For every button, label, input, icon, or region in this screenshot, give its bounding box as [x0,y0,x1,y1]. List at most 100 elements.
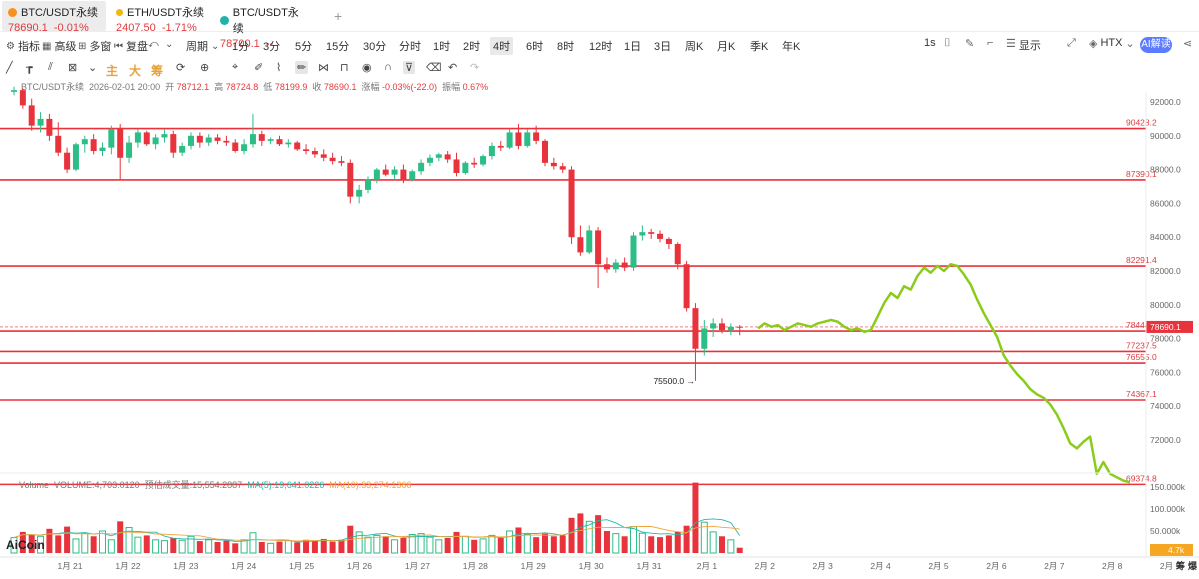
period-5m[interactable]: 5分 [295,41,313,53]
magnet-icon[interactable]: ∩ [384,61,392,73]
replay-button[interactable]: ⏮ 复盘 [114,38,148,54]
line-tool-icon[interactable]: ╱ [6,62,13,74]
volume-bar [373,534,381,554]
lock-icon[interactable]: ⊓ [340,62,349,74]
low-label: 低 [263,82,273,92]
pen-icon[interactable]: ✐ [254,62,264,74]
chevron-down-icon[interactable]: ⌄ [88,62,98,74]
x-axis-label: 2月 8 [1102,561,1123,571]
period-selector[interactable]: 周期 ⌄ [186,38,219,54]
undo-icon[interactable]: ↶ [448,62,458,74]
fullscreen-icon[interactable]: ⤢ [1067,37,1076,49]
volume-bar [453,531,460,553]
pattern-icon[interactable]: ⋈ [318,62,329,74]
period-6h[interactable]: 6时 [526,41,544,53]
sync-icon[interactable]: ⟳ [176,62,186,74]
period-3d[interactable]: 3日 [654,41,672,53]
volume-bar [37,535,45,554]
info-datetime: 2026-02-01 20:00 [89,82,161,92]
redo-icon[interactable]: ↷ [470,62,480,74]
volume-bar [709,531,717,554]
volume-bar [692,482,699,553]
volume-bar [506,530,514,554]
period-4h[interactable]: 4时 [490,37,514,55]
candle-body [196,135,203,143]
speed-toggle[interactable]: 1s [924,37,936,49]
period-2h[interactable]: 2时 [463,41,481,53]
channel-tool-icon[interactable]: ⫽ [48,61,53,73]
volume-bar [249,532,257,554]
period-15m[interactable]: 15分 [326,41,350,53]
volume-bar [284,540,292,554]
price-axis-tick: 76000.0 [1150,367,1181,377]
volume-bar [612,533,620,554]
period-30m[interactable]: 30分 [363,41,387,53]
indicators-button[interactable]: ⚙ 指标 [6,38,40,54]
candle-body [515,132,522,146]
volume-ma10-line [13,525,740,542]
period-8h[interactable]: 8时 [557,41,575,53]
period-year[interactable]: 年K [782,41,801,53]
volume-bar [294,542,301,553]
period-timeline[interactable]: 分时 [399,41,421,53]
fib-tool-icon[interactable]: ⊠ [68,62,78,74]
multi-window-button[interactable]: ⊞ 多窗 [78,38,111,54]
share-icon[interactable]: ⋖ [1183,38,1193,50]
period-1d[interactable]: 1日 [624,41,642,53]
volume-bar [488,534,496,554]
current-price-label: 78690.1 [1150,322,1181,332]
volume-info-line: Volume VOLUME:4,703.0120 预估成交量:15,554.28… [19,478,411,491]
layout-icon[interactable]: ⌐ [987,37,994,49]
tab-change: -- [265,38,274,50]
volume-bar [683,525,690,553]
volume-bar [267,542,275,554]
candle-body [232,142,239,152]
display-button[interactable]: ☰ 显示 [1006,37,1041,53]
main-force-toggle[interactable]: 主 [106,64,119,78]
big-order-toggle[interactable]: 大 [129,64,142,78]
period-quarter[interactable]: 季K [750,41,769,53]
filter-icon[interactable]: ⊽ [403,61,416,74]
volume-bar [64,526,71,553]
period-12h[interactable]: 12时 [589,41,613,53]
edit-icon[interactable]: ✎ [965,38,975,50]
chevron-down-icon[interactable]: ⌄ [165,39,174,50]
camera-icon[interactable]: ⌷ [944,37,951,49]
advanced-button[interactable]: ▦ 高级 [42,38,76,54]
candle-body [471,162,478,165]
horizontal-level-label: 90428.2 [1126,118,1157,128]
cursor-icon[interactable]: ⌖ [232,61,239,73]
high-label: 高 [214,82,224,92]
symbol-tab-eth[interactable]: ETH/USDT永续 2407.50 -1.71% [110,1,210,34]
candle-body [99,147,106,152]
eye-icon[interactable]: ◉ [362,62,372,74]
add-tab-icon[interactable]: + [334,8,343,24]
chip-toggle[interactable]: 筹 [151,64,164,78]
period-1h[interactable]: 1时 [433,41,451,53]
symbol-tab-btc-2[interactable]: BTC/USDT永续 78700.1 -- [214,1,314,50]
horizontal-level-label: 74367.1 [1126,389,1157,399]
target-icon[interactable]: ⊕ [200,62,210,74]
exchange-selector[interactable]: ◈ HTX ⌄ [1089,37,1135,50]
undo-history-icon[interactable]: ⤺ [148,39,159,50]
price-axis-tick: 86000.0 [1150,198,1181,208]
period-month[interactable]: 月K [717,41,736,53]
candle-body [276,139,283,145]
horizontal-level-label: 78444.6 [1126,320,1157,330]
liquidation-label: 爆 [1188,560,1198,571]
symbol-tab-btc[interactable]: BTC/USDT永续 78690.1 -0.01% [2,1,106,34]
trash-icon[interactable]: ⌫ [426,62,442,74]
candle-body [179,145,186,153]
ray-tool-icon[interactable]: ┲ [26,62,33,74]
period-3m[interactable]: 3分 [263,41,281,53]
volume-bar [595,515,602,553]
ai-analysis-button[interactable]: AI解读 [1140,37,1172,53]
symbol-tab-bar: BTC/USDT永续 78690.1 -0.01% ETH/USDT永续 240… [0,0,1199,50]
period-week[interactable]: 周K [685,41,704,53]
draw-tool-icon[interactable]: ✏ [295,61,309,74]
period-1m[interactable]: 1分 [232,41,250,53]
volume-bar [621,536,628,553]
brush-icon[interactable]: ⌇ [276,62,282,74]
volume-bar [125,526,133,554]
